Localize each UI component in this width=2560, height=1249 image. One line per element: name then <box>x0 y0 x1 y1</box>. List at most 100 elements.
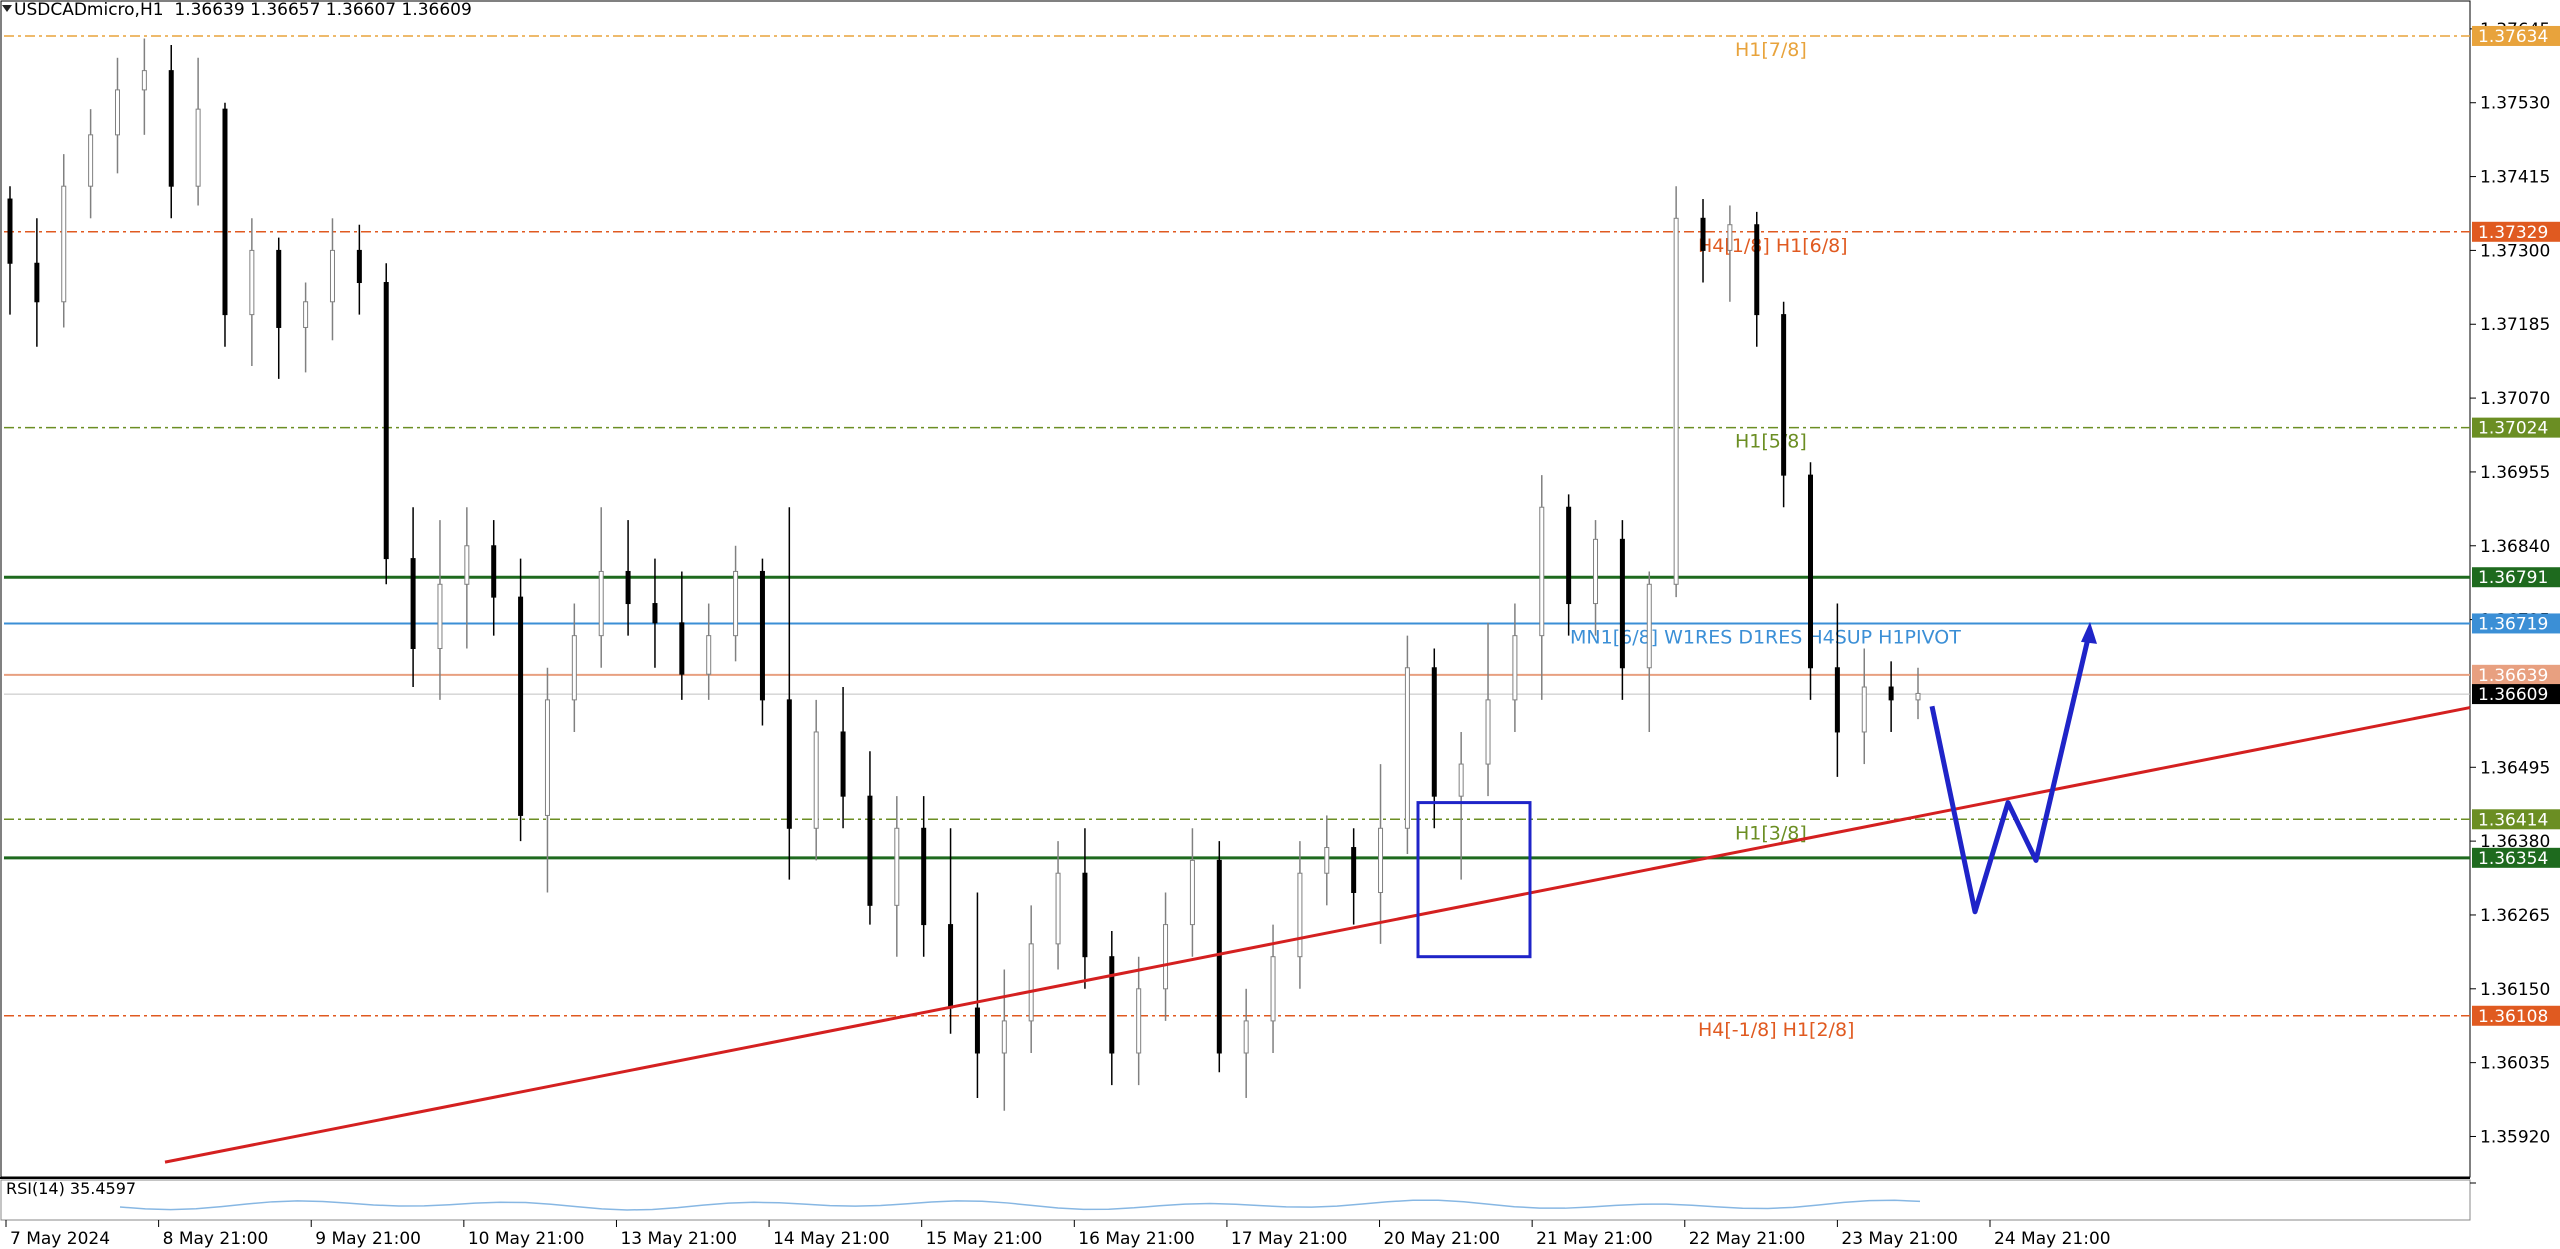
level-price-tag <box>2472 613 2560 634</box>
level-label: H1[7/8] <box>1735 39 1807 61</box>
candle-body <box>1808 474 1814 669</box>
candle-body <box>786 699 792 829</box>
candle-body <box>544 699 550 816</box>
candle-body <box>1324 847 1330 874</box>
candle-body <box>276 249 282 328</box>
price-tick-label: 1.37185 <box>2480 315 2550 335</box>
level-label: H4[1/8] H1[6/8] <box>1698 235 1848 257</box>
candle-body <box>1189 859 1195 926</box>
candle-body <box>867 795 873 906</box>
level-price-label: 1.36639 <box>2478 666 2548 686</box>
candle-body <box>1136 988 1142 1054</box>
time-tick-label: 17 May 21:00 <box>1231 1229 1348 1249</box>
candle-body <box>34 262 40 303</box>
candle-body <box>1082 872 1088 958</box>
projection-path <box>1929 629 2093 915</box>
rsi-label: RSI(14) 35.4597 <box>6 1179 137 1198</box>
candle-body <box>1888 686 1894 701</box>
candle-body <box>518 596 524 816</box>
level-price-label: 1.37634 <box>2478 27 2548 47</box>
candle-body <box>598 570 604 637</box>
candle-body <box>61 185 67 303</box>
candle-body <box>1001 1020 1007 1054</box>
candle-body <box>974 1007 980 1054</box>
symbol-label: USDCADmicro,H1 <box>14 0 164 20</box>
level-price-label: 1.36108 <box>2478 1007 2548 1027</box>
level-price-label: 1.36609 <box>2478 685 2548 705</box>
candle-body <box>1404 667 1410 829</box>
candle-body <box>733 570 739 637</box>
level-price-tag <box>2472 25 2560 46</box>
candle-body <box>141 70 147 91</box>
level-price-label: 1.36354 <box>2478 849 2548 869</box>
level-price-label: 1.36791 <box>2478 568 2548 588</box>
price-tick-label: 1.37415 <box>2480 168 2550 188</box>
time-tick-label: 14 May 21:00 <box>773 1229 890 1249</box>
level-price-label: 1.37329 <box>2478 223 2548 243</box>
candle-body <box>356 249 362 284</box>
trendline <box>164 706 2471 1164</box>
time-tick-label: 20 May 21:00 <box>1384 1229 1501 1249</box>
level-price-tag <box>2472 1005 2560 1026</box>
time-tick-label: 22 May 21:00 <box>1689 1229 1806 1249</box>
chart-header: USDCADmicro,H1 1.36639 1.36657 1.36607 1… <box>14 0 472 20</box>
level-label: H1[5/8] <box>1735 431 1807 453</box>
candle-body <box>1539 506 1545 637</box>
time-tick-label: 23 May 21:00 <box>1841 1229 1958 1249</box>
level-price-tag <box>2472 809 2560 830</box>
candle-body <box>1915 692 1921 701</box>
time-tick-label: 9 May 21:00 <box>315 1229 421 1249</box>
level-price-tag <box>2472 684 2560 705</box>
candle-body <box>1646 583 1652 669</box>
candle-body <box>1378 827 1384 893</box>
chart-frame <box>0 0 2471 1178</box>
candle-body <box>168 70 174 187</box>
candle-body <box>1861 686 1867 733</box>
candle-body <box>1485 699 1491 765</box>
projection-arrow-head <box>2081 621 2097 644</box>
candle-body <box>1109 956 1115 1054</box>
candle-body <box>222 108 228 316</box>
candle-body <box>652 603 658 624</box>
candle-body <box>329 249 335 303</box>
candle-body <box>948 924 954 1009</box>
ohlc-readout: 1.36639 1.36657 1.36607 1.36609 <box>174 0 472 20</box>
level-price-label: 1.36414 <box>2478 810 2548 830</box>
candle-body <box>1297 872 1303 958</box>
price-tick-label: 1.37070 <box>2480 389 2550 409</box>
candle-body <box>1727 224 1733 251</box>
candle-body <box>894 827 900 906</box>
candle-body <box>1351 847 1357 893</box>
collapse-triangle-icon[interactable] <box>2 5 12 12</box>
level-price-tag <box>2472 221 2560 242</box>
level-price-tag <box>2472 417 2560 438</box>
candle-body <box>1700 217 1706 251</box>
price-tick-label: 1.36955 <box>2480 463 2550 483</box>
price-tick-label: 1.37530 <box>2480 94 2550 114</box>
price-tick-label: 1.36150 <box>2480 980 2550 1000</box>
candle-body <box>813 731 819 829</box>
candle-body <box>759 570 765 701</box>
price-tick-label: 1.36840 <box>2480 537 2550 557</box>
candle-body <box>1593 538 1599 605</box>
price-tick-label: 1.35920 <box>2480 1127 2550 1147</box>
candle-body <box>195 108 201 187</box>
time-tick-label: 21 May 21:00 <box>1536 1229 1653 1249</box>
time-tick-label: 16 May 21:00 <box>1078 1229 1195 1249</box>
consolidation-box <box>1416 801 1532 959</box>
candle-body <box>1216 859 1222 1054</box>
candle-body <box>249 249 255 316</box>
rsi-line <box>119 1199 1921 1211</box>
candle-body <box>1243 1020 1249 1054</box>
candle-body <box>1431 667 1437 797</box>
price-tick-label: 1.36265 <box>2480 906 2550 926</box>
candle-body <box>1270 956 1276 1022</box>
candle-body <box>383 282 389 560</box>
level-price-tag <box>2472 664 2560 685</box>
candle-body <box>1754 224 1760 316</box>
time-tick-label: 8 May 21:00 <box>163 1229 269 1249</box>
time-tick-label: 24 May 21:00 <box>1994 1229 2111 1249</box>
candle-body <box>571 635 577 701</box>
